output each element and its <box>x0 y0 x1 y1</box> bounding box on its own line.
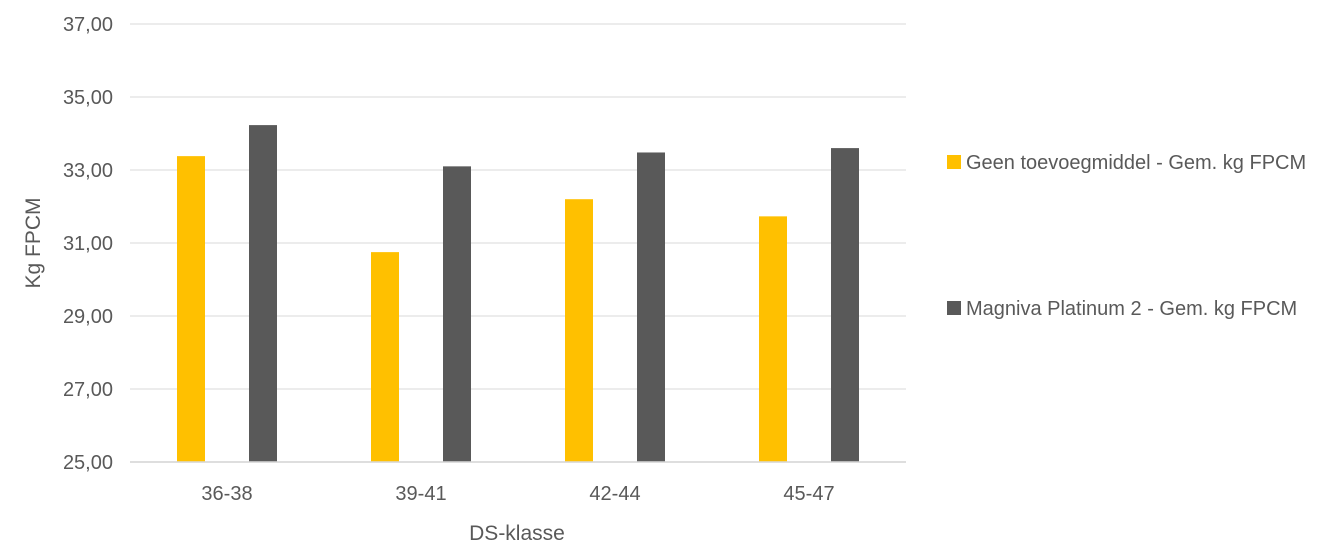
bars <box>130 125 906 463</box>
bar-magniva-platinum-2-42-44 <box>637 152 665 463</box>
bar-magniva-platinum-2-36-38 <box>249 125 277 462</box>
x-tick-label: 42-44 <box>589 483 640 505</box>
x-axis-title: DS-klasse <box>469 522 565 542</box>
y-tick-label: 25,00 <box>63 452 113 474</box>
y-axis-title: Kg FPCM <box>22 197 45 288</box>
y-tick-label: 31,00 <box>63 233 113 255</box>
bar-geen-toevoegmiddel-39-41 <box>371 252 399 462</box>
y-tick-label: 35,00 <box>63 87 113 109</box>
bar-geen-toevoegmiddel-42-44 <box>565 199 593 462</box>
x-tick-label: 39-41 <box>395 483 446 505</box>
legend-label-geen-toevoegmiddel: Geen toevoegmiddel - Gem. kg FPCM <box>966 152 1306 174</box>
x-tick-label: 45-47 <box>783 483 834 505</box>
legend-label-magniva-platinum-2: Magniva Platinum 2 - Gem. kg FPCM <box>966 298 1297 320</box>
x-tick-label: 36-38 <box>201 483 252 505</box>
y-tick-label: 37,00 <box>63 14 113 36</box>
gridlines <box>130 23 906 463</box>
legend-swatch-magniva-platinum-2 <box>947 301 961 315</box>
bar-geen-toevoegmiddel-45-47 <box>759 216 787 462</box>
y-tick-label: 27,00 <box>63 379 113 401</box>
bar-magniva-platinum-2-39-41 <box>443 166 471 462</box>
y-tick-label: 33,00 <box>63 160 113 182</box>
bar-magniva-platinum-2-45-47 <box>831 148 859 462</box>
y-axis-ticks: 25,00 27,00 29,00 31,00 33,00 35,00 37,00 <box>63 14 113 474</box>
legend-swatch-geen-toevoegmiddel <box>947 155 961 169</box>
bar-geen-toevoegmiddel-36-38 <box>177 156 205 462</box>
legend: Geen toevoegmiddel - Gem. kg FPCM Magniv… <box>947 152 1306 320</box>
x-axis-ticks: 36-38 39-41 42-44 45-47 <box>201 483 834 505</box>
y-tick-label: 29,00 <box>63 306 113 328</box>
